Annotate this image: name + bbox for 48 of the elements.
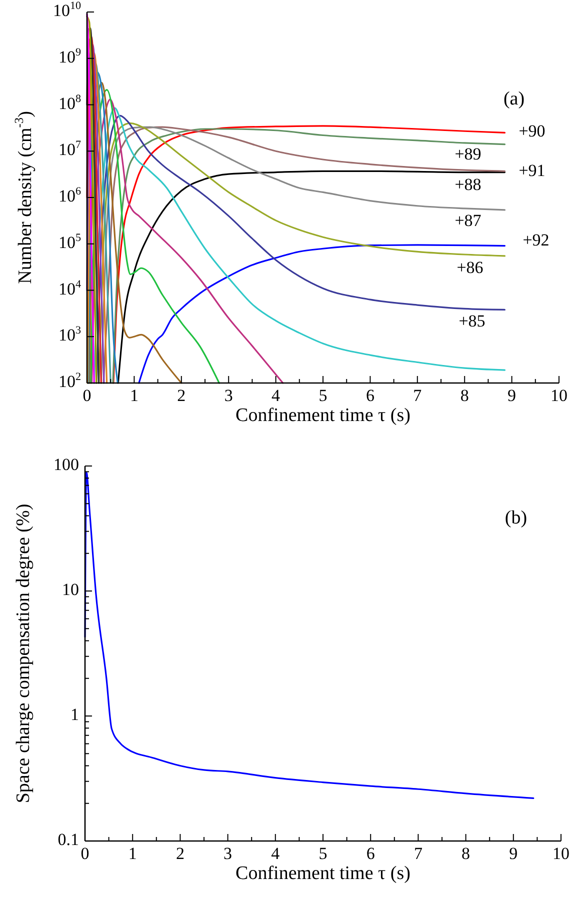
series-label: +90 — [518, 122, 546, 141]
series-label: +92 — [522, 230, 550, 250]
x-tick-label: 5 — [318, 844, 328, 863]
y-tick-label: 10$^{7}$ — [58, 138, 82, 160]
y-tick-label: 10$^{5}$ — [58, 231, 82, 252]
x-tick-label: 8 — [460, 386, 469, 405]
x-tick-label: 4 — [271, 844, 280, 863]
series-label: +85 — [458, 312, 486, 331]
y-tick-label: 10$^{8}$ — [58, 92, 82, 113]
series-label: +91 — [518, 161, 546, 180]
series-label: +88 — [454, 175, 482, 194]
y-tick-label: 0.1 — [58, 830, 79, 849]
x-tick-label: 7 — [414, 844, 423, 863]
x-tick-label: 3 — [224, 386, 233, 405]
series-label: +86 — [456, 258, 484, 277]
y-tick-label: 10$^{3}$ — [58, 324, 82, 345]
y-tick-label: 10$^{2}$ — [58, 370, 81, 391]
y-tick-label: 100 — [54, 454, 79, 474]
x-tick-label: 0 — [82, 386, 92, 405]
x-tick-label: 6 — [366, 844, 375, 863]
y-tick-label: 1 — [70, 704, 79, 724]
y-tick-label: 10$^{10}$ — [52, 0, 82, 20]
y-tick-label: 10$^{4}$ — [58, 278, 82, 298]
x-tick-label: 10 — [552, 844, 570, 863]
x-tick-label: 9 — [509, 844, 518, 863]
x-tick-label: 2 — [176, 844, 184, 863]
y-tick-label: 10 — [62, 580, 79, 599]
x-tick-label: 6 — [366, 386, 374, 405]
annotation: (a) — [503, 88, 525, 110]
x-tick-label: 4 — [272, 386, 281, 405]
series-label: +89 — [454, 144, 482, 164]
x-tick-label: 3 — [224, 844, 232, 863]
y-tick-label: 10$^{6}$ — [58, 185, 82, 206]
x-tick-label: 1 — [130, 386, 138, 405]
y-axis-title: Space charge compensation degree (%) — [13, 504, 34, 804]
x-tick-label: 1 — [128, 844, 137, 863]
x-tick-label: 0 — [80, 844, 90, 863]
x-tick-label: 7 — [413, 386, 422, 405]
x-tick-label: 10 — [550, 386, 568, 405]
x-tick-label: 2 — [177, 386, 186, 405]
y-tick-label: 10$^{9}$ — [58, 46, 82, 66]
x-tick-label: 9 — [508, 386, 516, 405]
x-axis-title: Confinement time τ (s) — [236, 863, 410, 884]
x-tick-label: 8 — [462, 844, 470, 863]
annotation: (b) — [504, 507, 528, 528]
series-label: +87 — [454, 210, 482, 230]
x-axis-title: Confinement time τ (s) — [236, 405, 410, 426]
x-tick-label: 5 — [318, 386, 328, 405]
